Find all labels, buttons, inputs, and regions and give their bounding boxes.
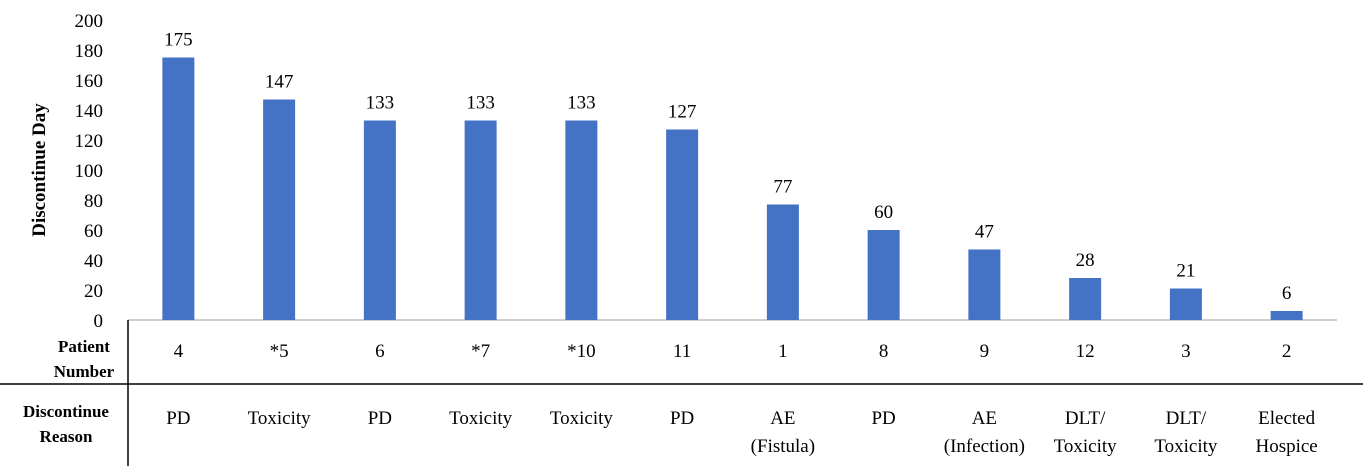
patient-number-header: Patient — [58, 337, 110, 356]
data-label: 127 — [668, 102, 697, 123]
y-tick-label: 0 — [94, 311, 104, 332]
data-label: 133 — [366, 93, 395, 114]
bar — [565, 120, 598, 320]
discontinue-reason-cell: (Infection) — [944, 436, 1025, 457]
discontinue-reason-cell: Hospice — [1255, 436, 1317, 457]
discontinue-reason-cell: AE — [972, 408, 997, 429]
bar — [363, 120, 396, 320]
data-labels-group: 175 147 133 133 133 127 77 60 47 28 21 6 — [164, 30, 1291, 305]
bar — [867, 230, 900, 320]
y-tick-label: 80 — [84, 191, 103, 212]
discontinue-reason-cell: Toxicity — [248, 408, 312, 429]
discontinue-reason-cell: DLT/ — [1166, 408, 1207, 429]
patient-number-header: Number — [54, 362, 115, 381]
bar — [766, 204, 799, 320]
y-tick-label: 60 — [84, 221, 103, 242]
bar — [666, 129, 699, 320]
data-label: 175 — [164, 30, 193, 51]
bar — [464, 120, 497, 320]
y-axis-ticks: 0 20 40 60 80 100 120 140 160 180 200 — [75, 11, 104, 332]
patient-number-cell: 9 — [980, 341, 990, 362]
discontinue-reason-header: Discontinue — [23, 402, 109, 421]
axes-lines — [0, 319, 1363, 466]
y-tick-label: 180 — [75, 41, 104, 62]
discontinue-reason-cell: Elected — [1258, 408, 1315, 429]
patient-number-cell: 8 — [879, 341, 889, 362]
discontinue-reason-cell: Toxicity — [1054, 436, 1118, 457]
discontinue-reason-cell: PD — [166, 408, 190, 429]
patient-number-cell: *5 — [270, 341, 289, 362]
discontinue-reason-cell: DLT/ — [1065, 408, 1106, 429]
y-tick-label: 120 — [75, 131, 104, 152]
discontinue-reason-cell: AE — [770, 408, 795, 429]
bar — [968, 249, 1001, 320]
bar — [1270, 311, 1303, 320]
discontinue-reason-cell: Toxicity — [550, 408, 614, 429]
y-axis-title: Discontinue Day — [29, 103, 50, 237]
data-label: 47 — [975, 222, 994, 243]
data-label: 28 — [1076, 250, 1095, 271]
patient-number-cell: 1 — [778, 341, 788, 362]
y-tick-label: 160 — [75, 71, 104, 92]
discontinue-reason-header: Reason — [40, 427, 93, 446]
discontinue-reason-cell: Toxicity — [1154, 436, 1218, 457]
bar — [1069, 278, 1102, 320]
bar — [263, 99, 296, 320]
data-label: 21 — [1176, 261, 1195, 282]
data-label: 133 — [567, 93, 596, 114]
data-label: 77 — [773, 177, 792, 198]
patient-number-cell: *10 — [567, 341, 596, 362]
discontinue-reason-cell: PD — [871, 408, 895, 429]
discontinue-reason-cell: Toxicity — [449, 408, 513, 429]
y-tick-label: 140 — [75, 101, 104, 122]
patient-number-cell: 4 — [174, 341, 184, 362]
patient-number-cell: *7 — [471, 341, 490, 362]
y-tick-label: 100 — [75, 161, 104, 182]
discontinue-reason-cell: (Fistula) — [751, 436, 815, 457]
patient-number-cell: 12 — [1076, 341, 1095, 362]
patient-number-cell: 11 — [673, 341, 691, 362]
patient-number-cell: 2 — [1282, 341, 1292, 362]
discontinue-reason-cell: PD — [670, 408, 694, 429]
data-label: 60 — [874, 202, 893, 223]
y-tick-label: 20 — [84, 281, 103, 302]
bar — [1169, 288, 1202, 320]
y-tick-label: 200 — [75, 11, 104, 32]
data-label: 147 — [265, 72, 294, 93]
discontinue-reason-cell: PD — [368, 408, 392, 429]
data-label: 133 — [466, 93, 495, 114]
patient-number-cell: 6 — [375, 341, 385, 362]
data-label: 6 — [1282, 283, 1292, 304]
y-axis-title-group: Discontinue Day — [29, 103, 50, 237]
y-tick-label: 40 — [84, 251, 103, 272]
bar — [162, 57, 195, 320]
discontinue-reason-row: Discontinue Reason PD Toxicity PD Toxicity Tox… — [23, 402, 1318, 457]
patient-number-cell: 3 — [1181, 341, 1191, 362]
bars-group — [162, 57, 1303, 320]
